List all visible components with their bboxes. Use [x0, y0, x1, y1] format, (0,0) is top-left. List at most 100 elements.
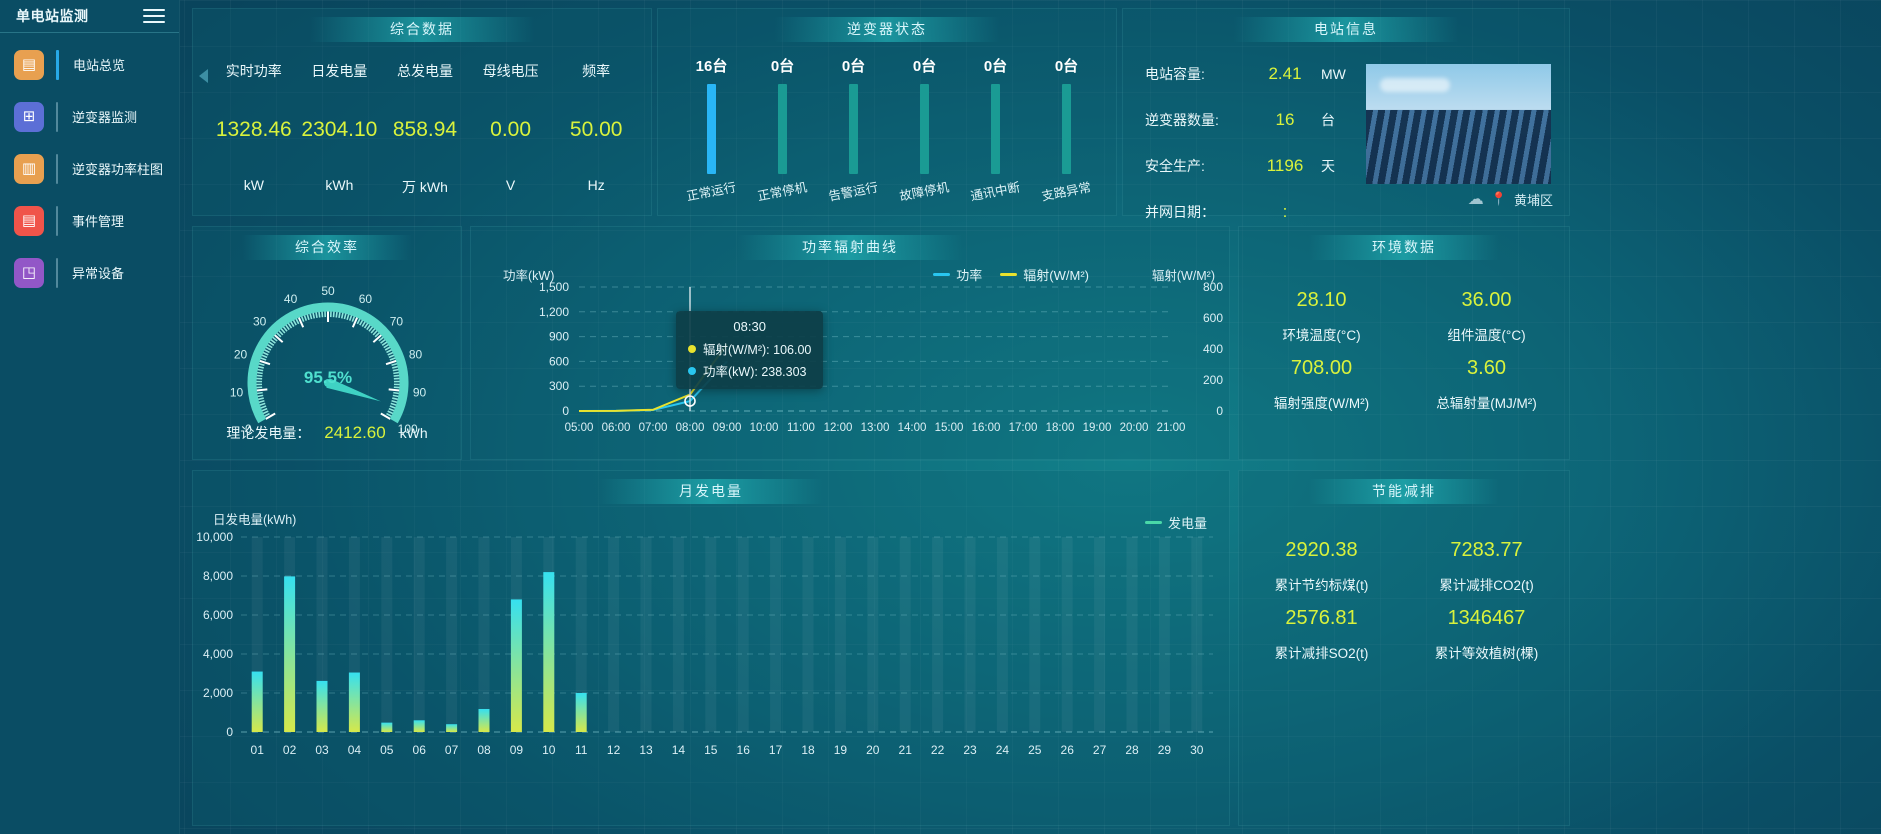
svg-text:27: 27 [1093, 743, 1107, 757]
legend-item[interactable]: 功率 [933, 265, 982, 284]
metric-cell: 总发电量 858.94 万 kWh [382, 61, 468, 197]
svg-text:70: 70 [390, 314, 404, 328]
inverter-status-count: 0台 [983, 58, 1008, 75]
svg-text:20: 20 [234, 348, 248, 362]
kv-label: 总辐射量(MJ/M²) [1436, 396, 1537, 411]
svg-text:19:00: 19:00 [1083, 422, 1112, 434]
metric-label: 母线电压 [482, 63, 539, 79]
station-info-unit: MW [1321, 66, 1346, 82]
inverter-status-item[interactable]: 0台 通讯中断 [960, 55, 1031, 204]
gauge-value: 95.5% [304, 368, 352, 387]
inverter-monitor-icon: ⊞ [14, 101, 44, 132]
app-title: 单电站监测 [16, 8, 89, 24]
legend-item[interactable]: 发电量 [1144, 513, 1207, 532]
tooltip-dot [688, 366, 696, 375]
inverter-status-item[interactable]: 16台 正常运行 [676, 55, 747, 204]
kv-value: 3.60 [1467, 357, 1506, 379]
svg-text:05:00: 05:00 [565, 422, 594, 434]
kv-cell: 36.00 组件温度(°C) [1404, 289, 1569, 344]
svg-text:13:00: 13:00 [861, 422, 890, 434]
kv-cell: 7283.77 累计减排CO2(t) [1404, 539, 1569, 594]
inverter-status-item[interactable]: 0台 正常停机 [747, 55, 818, 204]
metric-value: 0.00 [490, 118, 532, 141]
station-info-key: 逆变器数量: [1145, 112, 1219, 128]
sidebar-item-label: 逆变器功率柱图 [72, 162, 164, 177]
svg-text:600: 600 [1203, 311, 1223, 325]
station-info-value: 1196 [1266, 156, 1304, 175]
svg-text:100: 100 [398, 422, 418, 436]
tooltip-text: 功率(kW): 238.303 [703, 365, 807, 379]
sidebar-item-4[interactable]: ▤ 事件管理 [0, 200, 179, 241]
tooltip-row: 功率(kW): 238.303 [688, 361, 811, 380]
environment-panel: 环境数据 28.10 环境温度(°C) 36.00 组件温度(°C) 708.00 辐射… [1238, 226, 1570, 460]
station-info-unit: 台 [1321, 112, 1335, 128]
svg-text:21:00: 21:00 [1157, 422, 1186, 434]
kv-value: 2576.81 [1285, 607, 1358, 629]
legend-item[interactable]: 辐射(W/M²) [1000, 265, 1089, 284]
sidebar-item-5[interactable]: ◳ 异常设备 [0, 252, 179, 293]
station-info-row: 安全生产: 1196 天 [1145, 156, 1335, 176]
inverter-status-item[interactable]: 0台 告警运行 [818, 55, 889, 204]
inverter-status-item[interactable]: 0台 故障停机 [889, 55, 960, 204]
collapse-left-arrow[interactable] [199, 69, 208, 83]
tooltip-text: 辐射(W/M²): 106.00 [703, 343, 812, 357]
metric-label: 频率 [582, 63, 611, 79]
legend-label: 功率 [956, 268, 983, 283]
station-info-value: : [1282, 202, 1288, 221]
svg-text:10:00: 10:00 [750, 422, 779, 434]
svg-text:8,000: 8,000 [203, 569, 233, 583]
abnormal-device-icon: ◳ [14, 257, 44, 288]
svg-text:03: 03 [315, 743, 329, 757]
metric-value: 2304.10 [301, 118, 378, 141]
svg-text:900: 900 [549, 330, 569, 344]
kv-cell: 2576.81 累计减排SO2(t) [1239, 607, 1404, 662]
svg-text:07:00: 07:00 [639, 422, 668, 434]
svg-text:29: 29 [1158, 743, 1172, 757]
inverter-status-bars: 16台 正常运行 0台 正常停机 0台 告警运行 0台 故障停机 0台 通讯中断 0台 支路异常 [676, 55, 1102, 204]
kv-value: 36.00 [1461, 289, 1512, 311]
station-info-unit: 天 [1321, 158, 1335, 174]
svg-text:02: 02 [283, 743, 297, 757]
svg-text:90: 90 [413, 386, 427, 400]
inverter-status-item[interactable]: 0台 支路异常 [1031, 55, 1102, 204]
sidebar-item-divider [56, 49, 59, 80]
svg-text:1,200: 1,200 [539, 305, 569, 319]
overview-icon: ▤ [14, 49, 44, 80]
month-chart-legend: 发电量 [1144, 513, 1207, 532]
svg-text:1,500: 1,500 [539, 280, 569, 294]
svg-text:15:00: 15:00 [935, 422, 964, 434]
metric-label: 实时功率 [225, 63, 282, 79]
kv-cell: 708.00 辐射强度(W/M²) [1239, 357, 1404, 412]
hamburger-icon[interactable] [143, 9, 165, 23]
legend-label: 发电量 [1167, 516, 1207, 531]
sidebar-item-1[interactable]: ▤ 电站总览 [0, 44, 179, 85]
tooltip-time: 08:30 [733, 319, 766, 334]
svg-text:10: 10 [230, 386, 244, 400]
station-info-title: 电站信息 [1233, 17, 1459, 42]
kv-label: 组件温度(°C) [1447, 328, 1526, 343]
theoretical-generation-value: 2412.60 [324, 423, 386, 442]
svg-text:16: 16 [737, 743, 751, 757]
kv-cell: 1346467 累计等效植树(棵) [1404, 607, 1569, 662]
station-info-panel: 电站信息 电站容量: 2.41 MW 逆变器数量: 16 台安全生产: 1196 天并网日期：… [1122, 8, 1570, 221]
station-info-key: 安全生产: [1145, 158, 1205, 174]
metric-value: 1328.46 [215, 118, 292, 141]
kv-cell: 3.60 总辐射量(MJ/M²) [1404, 357, 1569, 412]
chart-tooltip: 08:30 辐射(W/M²): 106.00 功率(kW): 238.303 [676, 311, 824, 389]
sidebar-item-3[interactable]: ▥ 逆变器功率柱图 [0, 148, 179, 189]
sidebar-item-label: 事件管理 [72, 214, 125, 229]
sidebar-item-label: 异常设备 [72, 266, 125, 281]
inverter-status-bar [991, 84, 1000, 174]
kv-label: 累计节约标煤(t) [1274, 578, 1369, 593]
inverter-status-bar [707, 84, 716, 174]
inverter-status-panel: 逆变器状态 16台 正常运行 0台 正常停机 0台 告警运行 0台 故障停机 0台 通讯中断 0台支… [657, 8, 1117, 216]
legend-swatch [933, 273, 951, 276]
sidebar-item-label: 逆变器监测 [72, 110, 138, 125]
cloud-icon: ☁ [1467, 191, 1484, 208]
sidebar-nav: ▤ 电站总览 ⊞ 逆变器监测 ▥ 逆变器功率柱图 ▤ 事件管理 ◳ 异常设备 [0, 44, 179, 293]
sidebar-item-2[interactable]: ⊞ 逆变器监测 [0, 96, 179, 137]
sidebar-item-divider [56, 153, 58, 184]
legend-swatch [1000, 273, 1018, 276]
inverter-status-label: 告警运行 [827, 180, 880, 204]
